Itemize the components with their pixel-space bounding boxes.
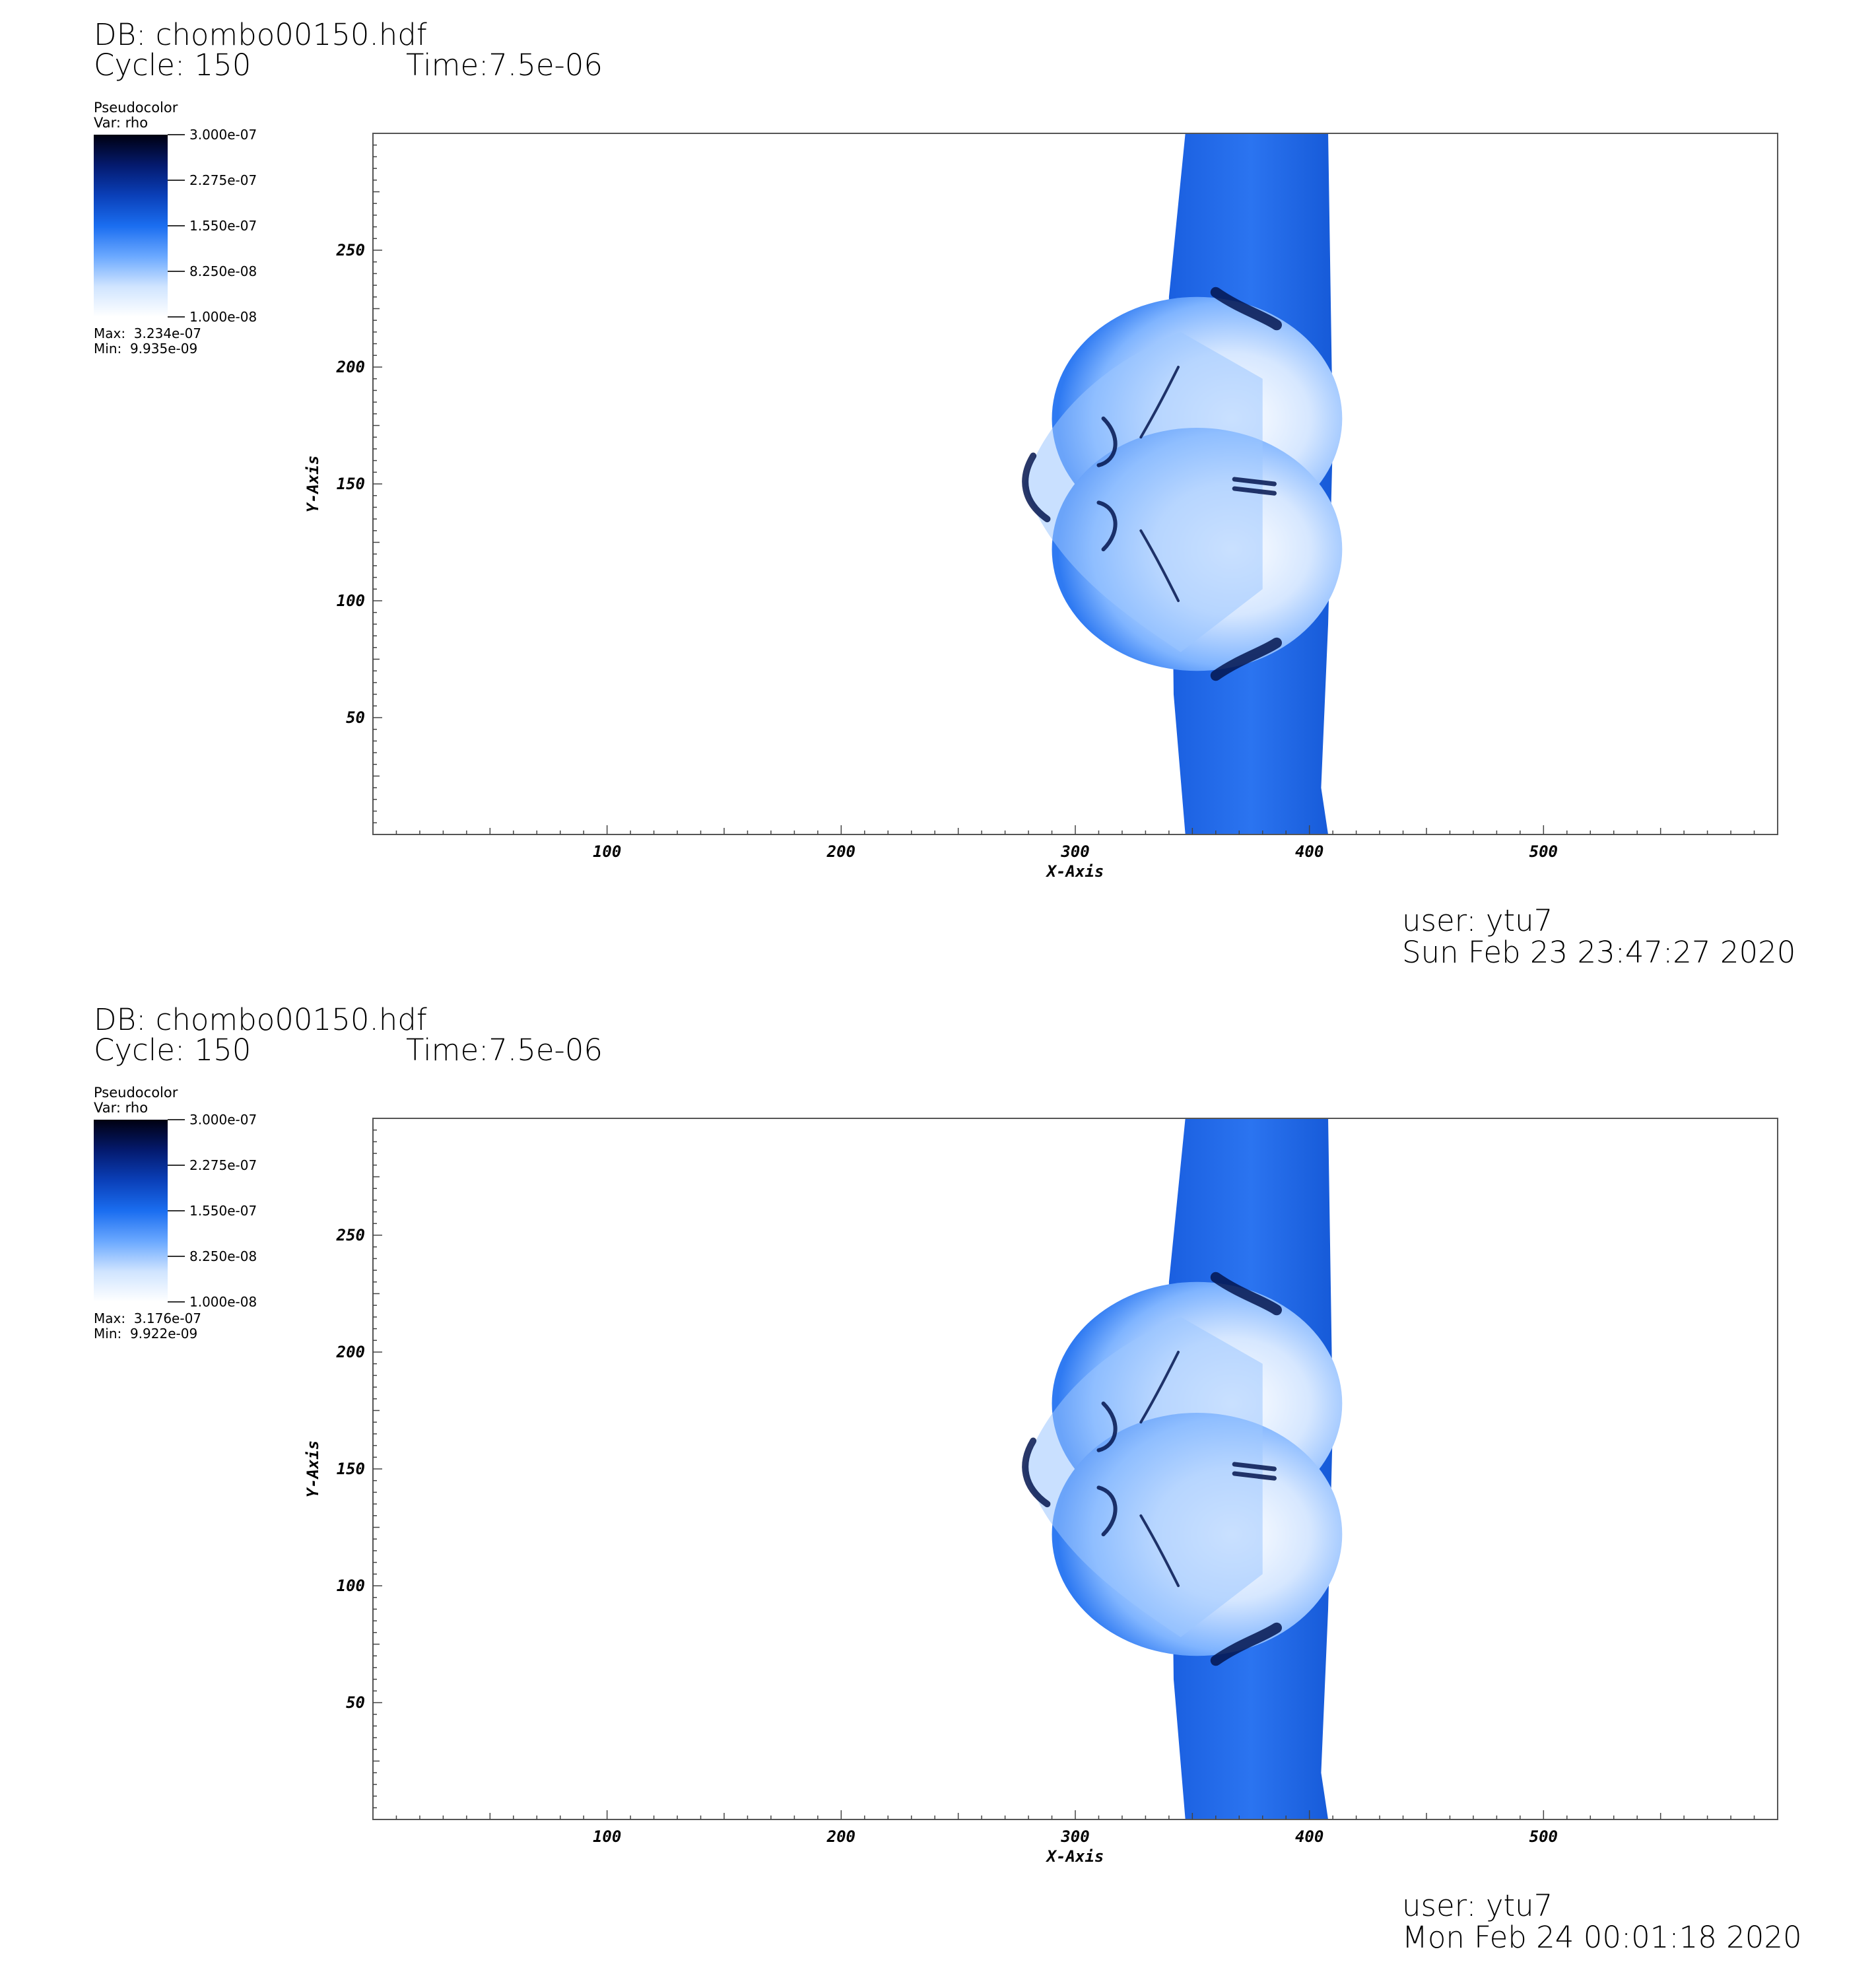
pseudocolor-plot: 100 200 300 400 500 50 100 150 200 250 X-Axis Y-Axi… — [304, 133, 1778, 881]
x-tick-label: 100 — [593, 1827, 621, 1846]
colorbar-tick-label: 8.250e-08 — [189, 1248, 257, 1264]
x-tick-label: 500 — [1529, 1827, 1558, 1846]
legend-plot-type: Pseudocolor — [94, 100, 178, 116]
colorbar — [94, 135, 168, 317]
bubble-core — [1023, 331, 1263, 652]
legend-stats: Max: 3.234e-07 Min: 9.935e-09 — [94, 326, 201, 357]
x-axis-title: X-Axis — [1046, 1847, 1104, 1866]
lower-roll — [1096, 500, 1118, 552]
center-vortex — [1232, 1462, 1277, 1481]
y-tick-label: 150 — [337, 1460, 365, 1478]
legend-header: Pseudocolor Var: rho — [94, 100, 178, 131]
colorbar-tick-mark — [168, 1210, 185, 1211]
user-label: user: ytu7 — [1402, 903, 1553, 938]
legend-plot-type: Pseudocolor — [94, 1085, 178, 1101]
colorbar-tick-mark — [168, 134, 185, 135]
lower-vortex — [1210, 1622, 1283, 1666]
colorbar-tick-label: 2.275e-07 — [189, 1157, 257, 1173]
date-label: Mon Feb 24 00:01:18 2020 — [1402, 1920, 1802, 1955]
x-tick-label: 400 — [1295, 1827, 1323, 1846]
density-field — [1022, 133, 1343, 834]
database-title: DB: chombo00150.hdf — [94, 1002, 427, 1037]
cycle-label: Cycle: 150 — [94, 1033, 251, 1068]
x-tick-label: 300 — [1060, 1827, 1089, 1846]
upper-roll — [1096, 416, 1118, 467]
colorbar-tick-mark — [168, 316, 185, 318]
colorbar-tick-mark — [168, 1119, 185, 1120]
legend-stats: Max: 3.176e-07 Min: 9.922e-09 — [94, 1311, 201, 1342]
colorbar-tick-label: 1.550e-07 — [189, 218, 257, 234]
y-tick-label: 50 — [346, 708, 365, 727]
density-field — [1022, 1118, 1343, 1819]
user-label: user: ytu7 — [1402, 1888, 1553, 1923]
colorbar-tick-label: 1.000e-08 — [189, 1294, 257, 1310]
colorbar-tick-label: 1.000e-08 — [189, 309, 257, 325]
colorbar-tick-label: 1.550e-07 — [189, 1203, 257, 1219]
colorbar-tick-mark — [168, 1301, 185, 1303]
colorbar-tick-mark — [168, 1165, 185, 1166]
bubble-core — [1023, 1316, 1263, 1637]
y-axis-title: Y-Axis — [304, 1441, 322, 1498]
colorbar — [94, 1120, 168, 1302]
center-vortex — [1232, 477, 1277, 496]
upper-filament — [1139, 1351, 1180, 1424]
legend-variable: Var: rho — [94, 115, 149, 131]
axis-ticks — [373, 1129, 1755, 1819]
y-tick-label: 200 — [336, 1343, 365, 1361]
lower-filament — [1139, 529, 1180, 602]
y-tick-label: 50 — [346, 1693, 365, 1712]
colorbar-tick-label: 2.275e-07 — [189, 172, 257, 188]
database-title: DB: chombo00150.hdf — [94, 17, 427, 52]
colorbar-tick-mark — [168, 180, 185, 181]
upper-roll — [1096, 1401, 1118, 1452]
upper-vortex — [1210, 287, 1283, 331]
x-tick-label: 500 — [1529, 842, 1558, 861]
colorbar-tick-label: 3.000e-07 — [189, 127, 257, 143]
time-label: Time:7.5e-06 — [406, 1033, 603, 1068]
colorbar-tick-mark — [168, 225, 185, 226]
colorbar-tick-label: 3.000e-07 — [189, 1112, 257, 1128]
x-axis-title: X-Axis — [1046, 862, 1104, 881]
axis-ticks — [373, 144, 1755, 834]
x-tick-label: 100 — [593, 842, 621, 861]
lower-vortex — [1210, 637, 1283, 681]
time-label: Time:7.5e-06 — [406, 48, 603, 83]
legend-max: Max: 3.176e-07 — [94, 1310, 202, 1326]
cycle-time-line: Cycle: 150 Time:7.5e-06 — [94, 1033, 603, 1068]
plot-window-2: DB: chombo00150.hdf Cycle: 150 Time:7.5e-… — [0, 985, 1876, 1970]
x-tick-label: 200 — [826, 1827, 855, 1846]
colorbar-tick-mark — [168, 1256, 185, 1257]
y-tick-label: 100 — [337, 592, 365, 610]
legend-min: Min: 9.922e-09 — [94, 1326, 198, 1342]
nose-vortex — [1022, 452, 1051, 523]
legend-min: Min: 9.935e-09 — [94, 341, 198, 357]
lower-filament — [1139, 1514, 1180, 1587]
cycle-label: Cycle: 150 — [94, 48, 251, 83]
upper-vortex — [1210, 1272, 1283, 1316]
nose-vortex — [1022, 1437, 1051, 1508]
y-axis-title: Y-Axis — [304, 456, 322, 513]
y-tick-label: 150 — [337, 475, 365, 493]
y-tick-label: 200 — [336, 358, 365, 376]
x-tick-label: 300 — [1060, 842, 1089, 861]
colorbar-tick-label: 8.250e-08 — [189, 263, 257, 279]
y-tick-label: 100 — [337, 1577, 365, 1595]
legend-variable: Var: rho — [94, 1100, 149, 1116]
x-tick-label: 400 — [1295, 842, 1323, 861]
cycle-time-line: Cycle: 150 Time:7.5e-06 — [94, 48, 603, 83]
upper-filament — [1139, 366, 1180, 439]
legend-header: Pseudocolor Var: rho — [94, 1085, 178, 1116]
x-tick-label: 200 — [826, 842, 855, 861]
date-label: Sun Feb 23 23:47:27 2020 — [1402, 935, 1796, 970]
pseudocolor-plot: 100 200 300 400 500 50 100 150 200 250 X-Axis Y-Axi… — [304, 1118, 1778, 1866]
legend-max: Max: 3.234e-07 — [94, 325, 202, 341]
lower-roll — [1096, 1485, 1118, 1537]
y-tick-label: 250 — [336, 241, 365, 259]
colorbar-tick-mark — [168, 271, 185, 272]
plot-window-1: DB: chombo00150.hdf Cycle: 150 Time:7.5e-… — [94, 17, 1796, 970]
y-tick-label: 250 — [336, 1226, 365, 1244]
